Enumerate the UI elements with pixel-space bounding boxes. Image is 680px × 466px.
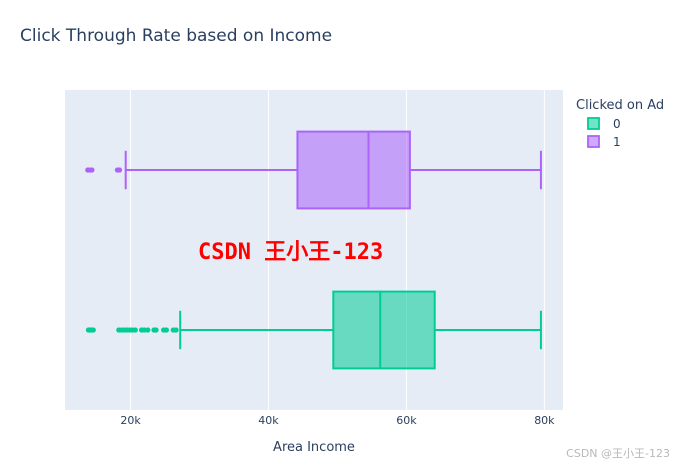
x-tick-label-0: 20k (120, 414, 141, 427)
outlier-point-3 (90, 327, 96, 333)
outlier-point-4 (116, 167, 123, 173)
x-tick-label-3: 80k (534, 414, 555, 427)
box-series-1 (85, 130, 542, 210)
legend-swatch-0 (587, 117, 600, 130)
boxes (85, 130, 542, 370)
x-tick-labels: 20k 40k 60k 80k (120, 414, 555, 427)
outlier-point-13 (145, 327, 151, 333)
outlier-point-19 (173, 327, 179, 333)
corner-watermark: CSDN @王小王-123 (566, 447, 670, 460)
chart-title: Click Through Rate based on Income (20, 26, 332, 46)
x-axis-title: Area Income (273, 440, 355, 455)
legend-label-0: 0 (613, 117, 621, 131)
x-tick-label-1: 40k (258, 414, 279, 427)
x-tick-label-2: 60k (396, 414, 417, 427)
legend: Clicked on Ad 0 1 (576, 98, 664, 149)
box-iqr (296, 130, 411, 210)
outlier-point-15 (153, 327, 159, 333)
legend-swatch-1 (587, 135, 600, 148)
overlay-watermark-text: CSDN 王小王-123 (198, 240, 383, 265)
box-series-0 (85, 290, 542, 370)
box-iqr (332, 290, 436, 370)
outlier-point-10 (132, 327, 138, 333)
legend-title: Clicked on Ad (576, 98, 664, 113)
legend-label-1: 1 (613, 135, 621, 149)
outlier-point-2 (89, 167, 95, 173)
outlier-point-17 (163, 327, 169, 333)
